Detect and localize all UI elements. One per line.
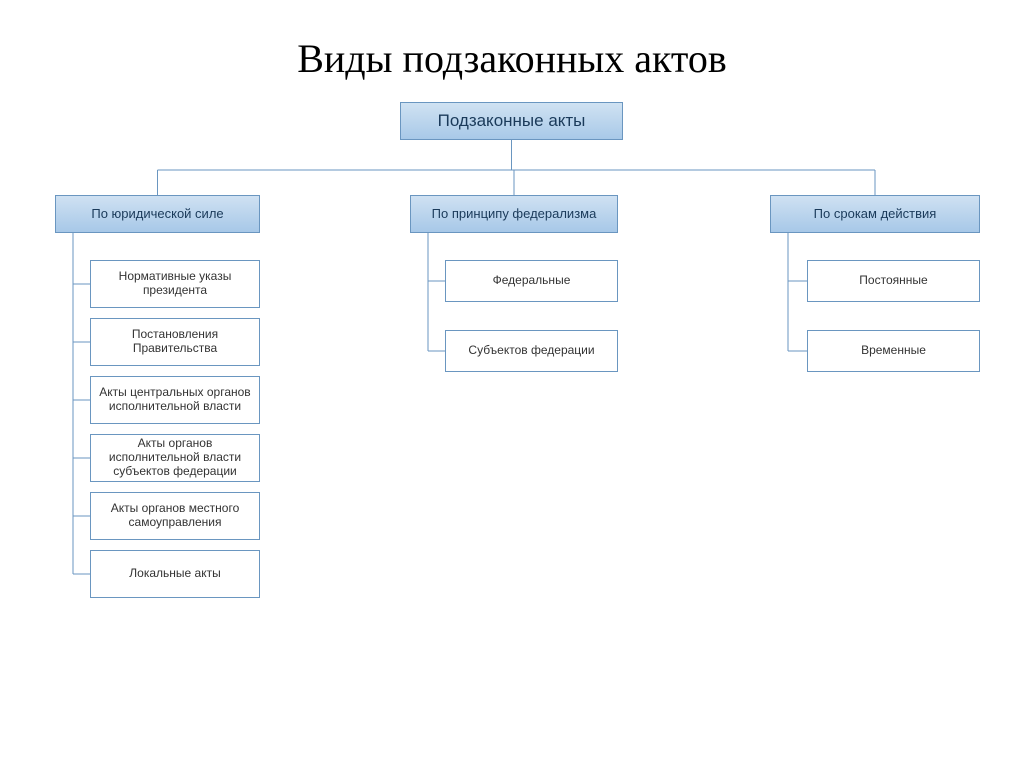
root-node: Подзаконные акты [400, 102, 623, 140]
leaf-node: Акты органов местного самоуправления [90, 492, 260, 540]
category-node: По принципу федерализма [410, 195, 618, 233]
leaf-node: Субъектов федерации [445, 330, 618, 372]
leaf-node: Акты центральных органов исполнительной … [90, 376, 260, 424]
leaf-node: Нормативные указы президента [90, 260, 260, 308]
leaf-node: Локальные акты [90, 550, 260, 598]
leaf-node: Постановления Правительства [90, 318, 260, 366]
leaf-node: Акты органов исполнительной власти субъе… [90, 434, 260, 482]
leaf-node: Федеральные [445, 260, 618, 302]
leaf-node: Временные [807, 330, 980, 372]
leaf-node: Постоянные [807, 260, 980, 302]
category-node: По срокам действия [770, 195, 980, 233]
page-title: Виды подзаконных актов [0, 0, 1024, 82]
category-node: По юридической силе [55, 195, 260, 233]
